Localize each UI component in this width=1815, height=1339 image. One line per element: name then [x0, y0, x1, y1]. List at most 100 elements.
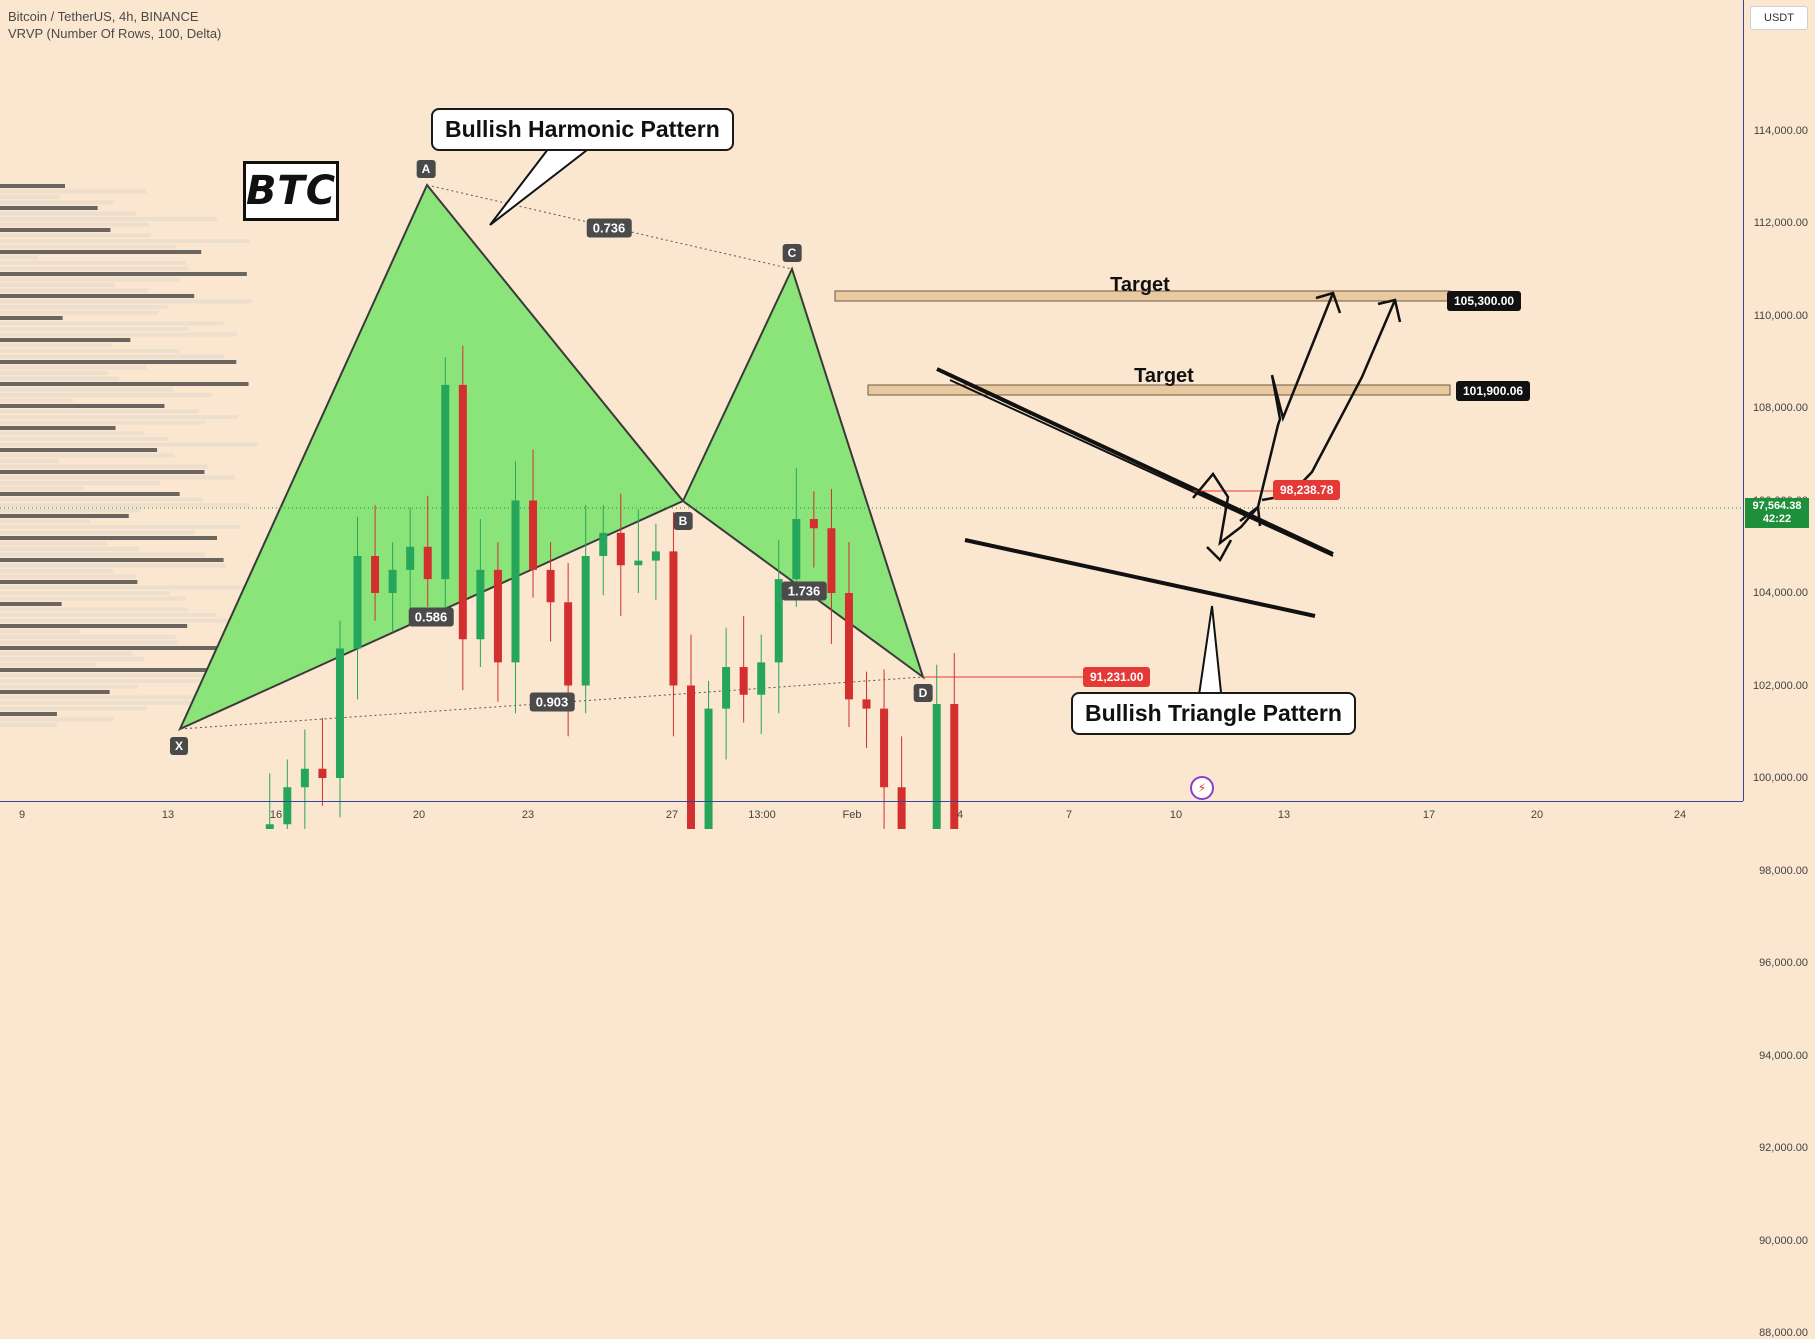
candle-body	[599, 532, 608, 556]
price-axis[interactable]: 114,000.00 112,000.00 110,000.00 108,000.00…	[1743, 0, 1815, 1339]
volume-profile-bar	[0, 591, 170, 595]
price-tick-label: 100,000.00	[1752, 772, 1808, 784]
candle-body	[634, 560, 643, 566]
triangle-lower-line	[964, 538, 1316, 618]
d-low-price-tag: 91,231.00	[1083, 667, 1151, 687]
volume-profile-bar	[0, 459, 59, 463]
ratio-bd-label: 1.736	[781, 581, 827, 601]
volume-profile-bar	[0, 492, 180, 496]
volume-profile-bar	[0, 211, 137, 216]
point-b-label: B	[673, 512, 693, 530]
volume-profile-bar	[0, 376, 120, 381]
volume-profile-bar	[0, 497, 203, 502]
volume-profile-bar	[0, 635, 176, 639]
btc-label: BTC	[243, 161, 339, 221]
volume-profile-bar	[0, 404, 165, 408]
time-tick-label: 20	[412, 809, 426, 821]
candle-body	[529, 500, 538, 570]
harmonic-callout: Bullish Harmonic Pattern	[431, 108, 734, 151]
candle-body	[581, 556, 590, 686]
symbol-title[interactable]: Bitcoin / TetherUS, 4h, BINANCE	[8, 9, 199, 24]
volume-profile-bar	[0, 360, 237, 364]
volume-profile-bar	[0, 662, 96, 667]
time-tick-label: Feb	[842, 809, 862, 821]
breakout-price-tag: 98,238.78	[1273, 480, 1341, 500]
volume-profile-bar	[0, 437, 168, 441]
candle-body	[739, 667, 748, 695]
price-tick-label: 96,000.00	[1759, 957, 1808, 969]
volume-profile-bar	[0, 283, 115, 287]
candle-body	[546, 569, 555, 603]
volume-profile-bar	[0, 657, 145, 661]
volume-profile-bar	[0, 558, 224, 562]
volume-profile-bar	[0, 371, 109, 375]
price-tick-label: 108,000.00	[1752, 402, 1808, 414]
price-tick-label: 112,000.00	[1753, 217, 1808, 229]
candle-body	[406, 546, 415, 570]
target-label-low: Target	[1134, 365, 1194, 387]
volume-profile-bar	[0, 563, 226, 568]
chart-canvas[interactable]	[0, 0, 1815, 829]
volume-profile-bar	[0, 409, 199, 414]
volume-profile-bar	[0, 651, 133, 656]
volume-profile-bar	[0, 261, 186, 265]
time-tick-label: 13:00	[748, 809, 776, 821]
price-tick-label: 102,000.00	[1752, 679, 1808, 692]
volume-profile-bar	[0, 310, 159, 315]
volume-profile-bar	[0, 514, 129, 518]
ratio-ac-label: 0.736	[586, 218, 632, 238]
volume-profile-bar	[0, 343, 113, 348]
candle-body	[318, 768, 327, 778]
volume-profile-bar	[0, 723, 57, 727]
volume-profile-bar	[0, 448, 158, 452]
candle-body	[844, 593, 853, 700]
volume-profile-bar	[0, 332, 237, 337]
volume-profile-bar	[0, 712, 57, 716]
currency-button[interactable]: USDT	[1750, 6, 1808, 30]
volume-profile-bar	[0, 673, 214, 678]
volume-profile-bar	[0, 272, 247, 276]
target-label-high: Target	[1110, 274, 1170, 296]
candle-body	[493, 569, 502, 663]
volume-profile-bar	[0, 574, 136, 579]
price-tick-label: 92,000.00	[1759, 1142, 1808, 1154]
volume-profile-bar	[0, 349, 180, 353]
candle-body	[476, 569, 485, 640]
xd-ratio-line	[179, 676, 924, 730]
volume-profile-bar	[0, 321, 224, 326]
volume-profile-bar	[0, 239, 251, 243]
triangle-upper-line	[936, 367, 1334, 556]
time-tick-label: 16	[269, 809, 283, 821]
volume-profile-bar	[0, 305, 168, 309]
time-tick-label: 23	[521, 809, 535, 821]
volume-profile-bar	[0, 464, 209, 469]
indicator-label[interactable]: VRVP (Number Of Rows, 100, Delta)	[8, 26, 222, 41]
volume-profile-bar	[0, 316, 63, 320]
point-a-label: A	[416, 160, 436, 178]
volume-profile-bar	[0, 508, 141, 513]
volume-profile-bar	[0, 552, 205, 557]
candle-body	[616, 532, 625, 566]
volume-profile-bar	[0, 393, 212, 397]
projection-path-1	[1192, 292, 1335, 546]
projection-path-2	[1261, 299, 1397, 502]
volume-profile-bar	[0, 695, 207, 700]
candle-body	[722, 667, 731, 709]
volume-profile-bar	[0, 184, 65, 188]
volume-profile-bar	[0, 503, 250, 507]
candle-body	[687, 685, 695, 829]
triangle-callout-pointer	[1196, 605, 1224, 703]
volume-profile-bar	[0, 481, 161, 485]
volume-profile-bar	[0, 442, 258, 447]
time-tick-label: 24	[1673, 809, 1687, 821]
time-tick-label: 20	[1530, 809, 1544, 821]
ratio-xd-label: 0.903	[529, 692, 575, 712]
volume-profile-bar	[0, 415, 238, 419]
volume-profile-bar	[0, 420, 206, 425]
volume-profile-bar	[0, 299, 252, 304]
volume-profile-bar	[0, 453, 175, 458]
volume-profile-bar	[0, 541, 107, 546]
lightning-bolt-icon[interactable]: ⚡	[1190, 776, 1214, 800]
time-axis[interactable]: 9 13 16 20 23 27 13:00 Feb 4 7 10 13 17 20 24	[0, 801, 1743, 830]
volume-profile-bar	[0, 431, 145, 436]
